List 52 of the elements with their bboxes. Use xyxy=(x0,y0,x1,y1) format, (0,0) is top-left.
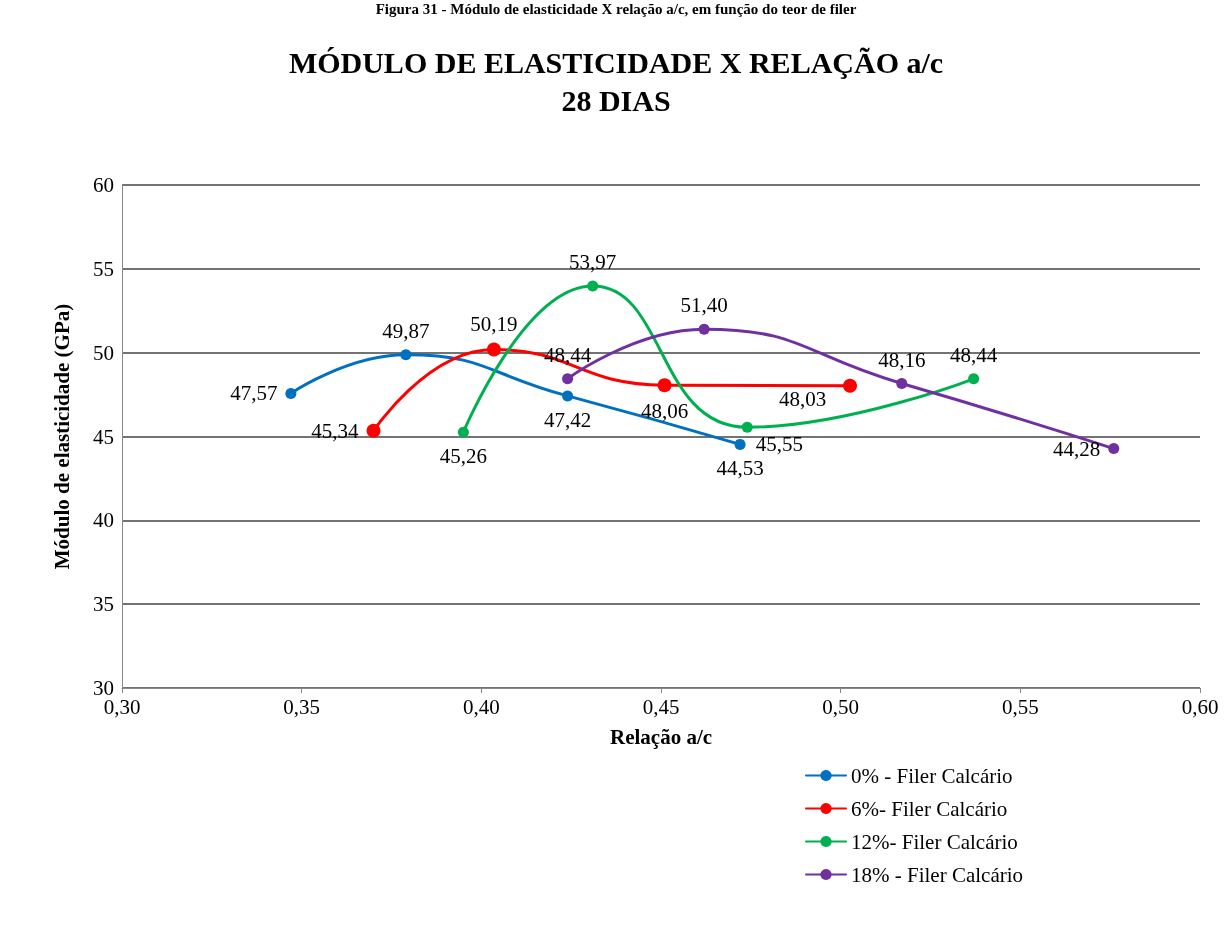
data-label: 45,34 xyxy=(311,418,360,443)
y-tick-label: 55 xyxy=(93,256,114,281)
point xyxy=(486,342,501,357)
point xyxy=(1108,443,1120,455)
data-label: 45,55 xyxy=(755,432,803,457)
data-label: 45,26 xyxy=(439,444,487,469)
point xyxy=(896,378,908,390)
data-label: 48,06 xyxy=(640,398,689,423)
y-tick-label: 45 xyxy=(93,424,114,449)
data-label: 47,57 xyxy=(230,381,278,406)
x-axis-title: Relação a/c xyxy=(609,724,713,749)
y-tick-label: 50 xyxy=(93,340,114,365)
point xyxy=(562,373,574,385)
data-label: 51,40 xyxy=(680,293,728,318)
data-label: 48,16 xyxy=(878,347,926,372)
x-tick-label: 0,45 xyxy=(642,694,680,719)
point xyxy=(562,390,574,402)
legend-label: 18% - Filer Calcário xyxy=(851,862,1024,887)
point xyxy=(457,426,469,438)
x-tick-label: 0,60 xyxy=(1181,694,1219,719)
data-label: 48,44 xyxy=(949,342,998,367)
x-tick-label: 0,50 xyxy=(822,694,860,719)
data-label: 48,03 xyxy=(779,387,827,412)
y-tick-label: 35 xyxy=(93,592,114,617)
point xyxy=(285,387,297,399)
point xyxy=(657,378,672,393)
x-tick-label: 0,35 xyxy=(283,694,321,719)
point xyxy=(698,323,710,335)
x-tick-label: 0,55 xyxy=(1001,694,1039,719)
point xyxy=(400,349,412,361)
point xyxy=(843,378,858,393)
data-label: 47,42 xyxy=(543,407,592,432)
point xyxy=(366,423,381,438)
data-label: 53,97 xyxy=(569,250,617,275)
y-axis-title: Módulo de elasticidade (GPa) xyxy=(49,303,74,570)
chart-title: MÓDULO DE ELASTICIDADE X RELAÇÃO a/c 28 DIAS xyxy=(288,45,944,117)
data-label: 49,87 xyxy=(382,318,430,343)
point xyxy=(968,373,980,385)
legend-label: 12%- Filer Calcário xyxy=(851,829,1018,854)
data-label: 44,28 xyxy=(1053,436,1101,461)
legend-label: 6%- Filer Calcário xyxy=(851,796,1008,821)
y-tick-label: 60 xyxy=(93,173,114,197)
point xyxy=(734,438,746,450)
data-label: 50,19 xyxy=(470,311,518,336)
point xyxy=(741,421,753,433)
legend-label: 0% - Filer Calcário xyxy=(851,763,1013,788)
x-tick-label: 0,40 xyxy=(462,694,500,719)
data-label: 44,53 xyxy=(716,456,764,481)
text: Figura 31 - Módulo de elasticidade X relação a/c, em função do teor de filer xyxy=(374,1,858,18)
y-tick-label: 40 xyxy=(93,508,114,533)
point xyxy=(587,280,599,292)
data-label: 48,44 xyxy=(543,342,592,367)
